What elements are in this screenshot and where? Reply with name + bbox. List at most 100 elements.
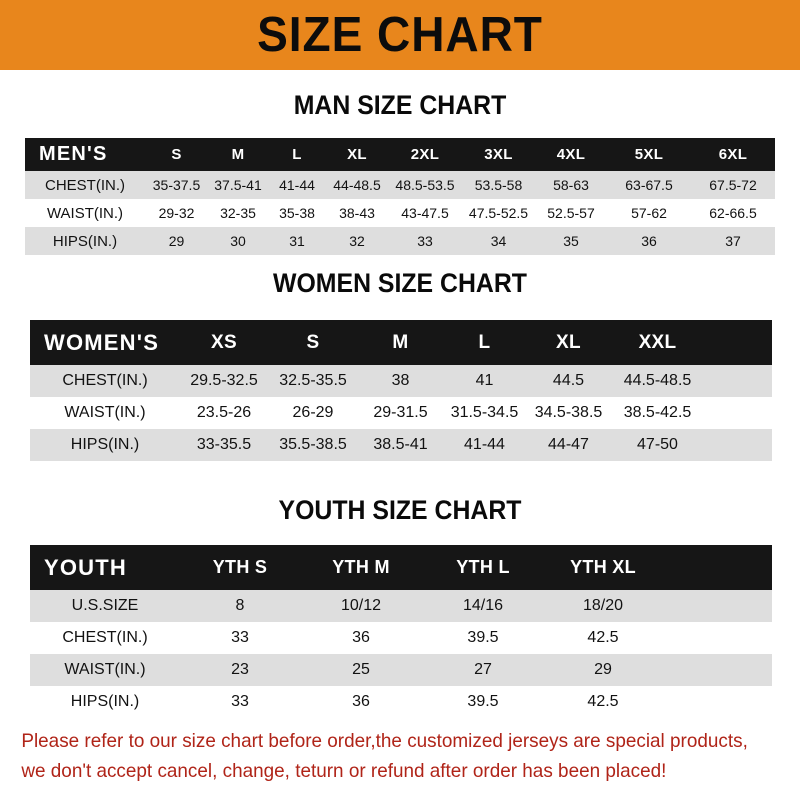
youth-waist-xl: 29 [594,661,612,678]
youth-chest-s: 33 [231,629,249,646]
men-chest-2xl: 48.5-53.5 [395,177,455,193]
women-col-empty [704,320,772,365]
women-chest-m: 38 [391,372,410,389]
men-hips-3xl: 34 [490,233,507,249]
men-chest-6xl: 67.5-72 [709,177,757,193]
women-row-label-hips: HIPS(IN.) [70,436,140,453]
men-waist-s: 29-32 [158,205,195,221]
men-hips-l: 31 [289,233,305,249]
women-hips-empty [704,429,772,461]
men-waist-4xl: 52.5-57 [547,205,595,221]
youth-row-label-hips: HIPS(IN.) [70,693,140,710]
women-col-xxl: XXL [638,331,677,353]
men-chest-xl: 44-48.5 [333,177,381,193]
youth-ussize-xl: 18/20 [582,597,624,614]
youth-waist-l: 27 [474,661,492,678]
women-chest-s: 32.5-35.5 [279,372,347,389]
men-section-title: MAN SIZE CHART [293,90,507,120]
men-col-6xl: 6XL [718,146,748,163]
men-hips-6xl: 37 [725,233,741,249]
women-col-m: M [392,331,409,353]
youth-waist-empty [662,654,772,686]
men-row-label-hips: HIPS(IN.) [52,232,118,250]
women-chest-xs: 29.5-32.5 [190,372,258,389]
men-row-label-waist: WAIST(IN.) [46,204,124,222]
table-row: CHEST(IN.) 35-37.5 37.5-41 41-44 44-48.5… [25,171,775,199]
men-waist-xl: 38-43 [339,205,375,221]
men-col-s: S [171,146,182,163]
men-waist-2xl: 43-47.5 [401,205,449,221]
men-header-label: MEN'S [39,143,108,165]
women-header-row: WOMEN'S XS S M L XL XXL [30,320,772,365]
youth-col-l: YTH L [456,557,510,577]
women-hips-s: 35.5-38.5 [279,436,347,453]
youth-waist-m: 25 [352,661,370,678]
men-size-table: MEN'S S M L XL 2XL 3XL 4XL 5XL 6XL CHEST… [25,138,775,255]
page-title: SIZE CHART [257,7,543,62]
women-chest-xxl: 44.5-48.5 [623,372,692,389]
men-hips-xl: 32 [349,233,365,249]
men-header-row: MEN'S S M L XL 2XL 3XL 4XL 5XL 6XL [25,138,775,171]
men-col-xl: XL [347,146,367,163]
men-waist-l: 35-38 [279,205,315,221]
women-waist-xs: 23.5-26 [196,404,252,421]
women-col-l: L [478,331,491,353]
youth-hips-m: 36 [352,693,370,710]
women-hips-xs: 33-35.5 [196,436,252,453]
men-col-l: L [292,146,302,163]
notice-line-1: Please refer to our size chart before or… [21,730,748,752]
table-row: U.S.SIZE 8 10/12 14/16 18/20 [30,590,772,622]
youth-chest-xl: 42.5 [587,629,619,646]
women-col-s: S [306,331,320,353]
youth-row-label-waist: WAIST(IN.) [64,661,146,678]
youth-row-label-ussize: U.S.SIZE [71,597,139,614]
order-policy-notice: Please refer to our size chart before or… [0,726,776,786]
youth-hips-empty [662,686,772,718]
table-row: WAIST(IN.) 23 25 27 29 [30,654,772,686]
men-chest-5xl: 63-67.5 [625,177,673,193]
youth-ussize-s: 8 [235,597,245,614]
youth-ussize-l: 14/16 [462,597,504,614]
women-chest-xl: 44.5 [552,372,585,389]
women-hips-xxl: 47-50 [637,436,678,453]
women-hips-m: 38.5-41 [373,436,428,453]
page-banner: SIZE CHART [0,0,800,70]
men-waist-m: 32-35 [220,205,256,221]
men-col-2xl: 2XL [410,146,440,163]
youth-chest-m: 36 [352,629,370,646]
men-hips-s: 29 [168,233,185,249]
men-hips-5xl: 36 [641,233,657,249]
youth-header-label: YOUTH [44,554,127,580]
notice-line-2: we don't accept cancel, change, teturn o… [21,760,667,782]
youth-hips-xl: 42.5 [587,693,619,710]
table-row: HIPS(IN.) 33 36 39.5 42.5 [30,686,772,718]
men-col-4xl: 4XL [556,146,586,163]
youth-row-label-chest: CHEST(IN.) [62,629,148,646]
men-row-label-chest: CHEST(IN.) [45,176,125,194]
table-row: HIPS(IN.) 33-35.5 35.5-38.5 38.5-41 41-4… [30,429,772,461]
women-header-label: WOMEN'S [44,329,160,355]
women-size-table: WOMEN'S XS S M L XL XXL CHEST(IN.) 29.5-… [30,320,772,461]
youth-ussize-empty [662,590,772,622]
youth-col-xl: YTH XL [570,557,636,577]
women-hips-l: 41-44 [464,436,505,453]
men-hips-m: 30 [230,233,246,249]
youth-hips-s: 33 [231,693,249,710]
women-waist-s: 26-29 [292,404,334,421]
men-hips-4xl: 35 [563,233,579,249]
women-waist-m: 29-31.5 [373,404,428,421]
youth-header-row: YOUTH YTH S YTH M YTH L YTH XL [30,545,772,590]
men-chest-m: 37.5-41 [214,177,262,193]
women-col-xl: XL [556,331,581,353]
men-chest-3xl: 53.5-58 [474,177,523,193]
men-col-5xl: 5XL [634,146,664,163]
men-chest-s: 35-37.5 [152,177,201,193]
men-chest-4xl: 58-63 [553,177,589,193]
women-row-label-chest: CHEST(IN.) [62,372,148,389]
women-waist-empty [704,397,772,429]
table-row: HIPS(IN.) 29 30 31 32 33 34 35 36 37 [25,227,775,255]
men-waist-5xl: 57-62 [631,205,667,221]
table-row: WAIST(IN.) 23.5-26 26-29 29-31.5 31.5-34… [30,397,772,429]
youth-hips-l: 39.5 [467,693,499,710]
